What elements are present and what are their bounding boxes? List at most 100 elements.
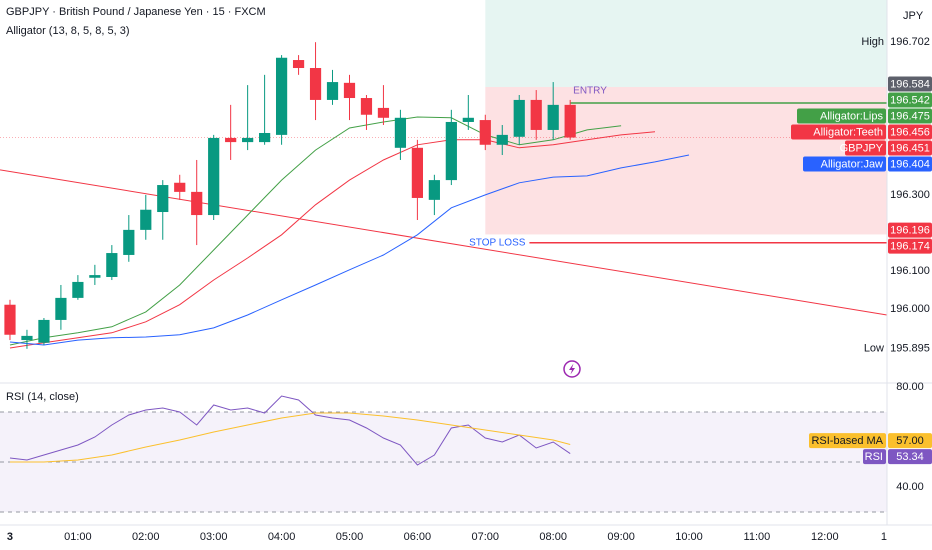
candle-body <box>445 121 457 181</box>
alligator-line <box>9 131 656 349</box>
x-tick-label: 03:00 <box>200 531 228 543</box>
x-tick-label: 04:00 <box>268 531 296 543</box>
price-label: 196.475 <box>890 110 930 122</box>
candle-body <box>106 253 118 277</box>
candle-body <box>242 137 254 143</box>
candle-body <box>360 98 373 115</box>
price-tag-box <box>845 140 886 156</box>
candle-body <box>411 147 423 198</box>
annotation-label: ENTRY <box>573 86 607 97</box>
candle-body <box>174 182 186 192</box>
currency: JPY <box>903 10 924 22</box>
candle-body <box>428 180 440 200</box>
price-label-box <box>888 108 932 124</box>
price-label: 196.196 <box>890 225 930 237</box>
y-tick-label: 40.00 <box>896 481 924 493</box>
candle-body <box>123 229 135 255</box>
rsi-line <box>10 412 571 463</box>
price-label-box <box>888 124 932 140</box>
x-tick-label: 01:00 <box>64 531 92 543</box>
x-tick-label: 07:00 <box>472 531 500 543</box>
x-tick-label: 3 <box>7 531 13 543</box>
price-label: 53.34 <box>896 451 924 463</box>
candle-body <box>21 335 33 341</box>
x-tick-label: 02:00 <box>132 531 160 543</box>
profit-zone <box>485 0 887 88</box>
price-label-box <box>888 156 932 172</box>
candle-body <box>208 137 220 216</box>
candle-body <box>547 104 559 130</box>
price-tag-box <box>803 156 886 172</box>
high_mark-label: High <box>861 36 884 48</box>
price-label-box <box>888 238 932 254</box>
price-tag: Alligator:Lips <box>820 110 883 122</box>
x-tick-label: 1 <box>881 531 887 543</box>
price-tag: Alligator:Jaw <box>821 158 883 170</box>
alligator-line <box>9 154 690 346</box>
price-tag-box <box>791 124 886 140</box>
symbol-title: GBPJPY · British Pound / Japanese Yen · … <box>6 6 266 18</box>
alert-bolt[interactable] <box>569 363 575 375</box>
price-label-box <box>888 222 932 238</box>
price-label: 196.542 <box>890 94 930 106</box>
price-label: 196.451 <box>890 142 930 154</box>
y-tick-label: 196.000 <box>890 303 930 315</box>
x-tick-label: 10:00 <box>675 531 703 543</box>
candle-body <box>140 209 152 230</box>
candle-body <box>377 107 390 118</box>
x-tick-label: 05:00 <box>336 531 364 543</box>
price-tag: RSI-based MA <box>811 435 883 447</box>
price-label-box <box>888 449 932 465</box>
candle-body <box>275 57 288 135</box>
candle-body <box>4 304 16 335</box>
candle-body <box>292 60 305 69</box>
candle-body <box>89 275 101 278</box>
x-tick-label: 09:00 <box>607 531 635 543</box>
price-label: 57.00 <box>896 435 924 447</box>
rsi-line <box>9 395 571 466</box>
price-tag-box <box>863 449 886 465</box>
y-tick-label: 196.300 <box>890 189 930 201</box>
high_mark-value: 196.702 <box>890 36 930 48</box>
candle-body <box>479 120 491 145</box>
rsi-title: RSI (14, close) <box>6 391 79 403</box>
candle-body <box>259 132 271 143</box>
price-label-box <box>888 92 932 108</box>
candle-body <box>55 297 67 320</box>
candle-body <box>496 134 508 145</box>
x-tick-label: 06:00 <box>404 531 432 543</box>
price-tag-box <box>797 108 886 124</box>
candle-body <box>530 99 542 130</box>
candle-body <box>326 82 339 100</box>
price-tag: GBPJPY <box>840 142 884 154</box>
candle-body <box>394 117 407 148</box>
x-tick-label: 08:00 <box>539 531 567 543</box>
candle-body <box>564 104 576 138</box>
candle-body <box>309 68 322 100</box>
price-label-box <box>888 76 932 92</box>
x-tick-label: 11:00 <box>744 531 771 543</box>
candle-body <box>513 99 525 137</box>
price-label-box <box>888 140 932 156</box>
alligator-line <box>9 116 622 346</box>
low_mark-value: 195.895 <box>890 343 930 355</box>
price-label: 196.456 <box>890 126 930 138</box>
low_mark-label: Low <box>864 343 884 355</box>
candle-body <box>343 82 356 99</box>
candle-body <box>191 191 203 216</box>
candle-body <box>462 117 474 122</box>
price-label: 196.584 <box>890 78 930 90</box>
y-tick-label: 80.00 <box>896 381 924 393</box>
price-tag: Alligator:Teeth <box>813 126 883 138</box>
price-label: 196.174 <box>890 241 930 253</box>
annotation-label: STOP LOSS <box>469 237 526 248</box>
price-tag: RSI <box>865 451 883 463</box>
alert-icon[interactable] <box>563 360 581 378</box>
trend-line <box>0 169 888 316</box>
indicator-title: Alligator (13, 8, 5, 8, 5, 3) <box>6 25 130 37</box>
candle-body <box>38 319 50 343</box>
price-label: 196.404 <box>890 158 930 170</box>
